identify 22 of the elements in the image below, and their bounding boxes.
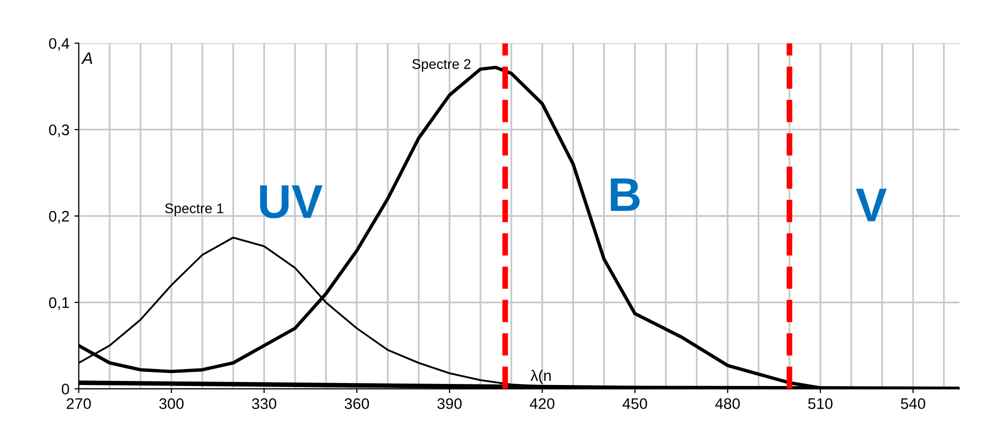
annotation: UV — [260, 185, 323, 218]
annotation: B — [610, 178, 640, 211]
series-label: Spectre 2 — [412, 59, 470, 72]
x-tick-label: 300 — [159, 398, 184, 410]
annotation: V — [856, 188, 887, 222]
x-tick-label: 540 — [900, 398, 926, 410]
x-tick-label: 480 — [715, 398, 740, 410]
y-tick-label: 0,2 — [49, 210, 69, 224]
x-tick-label: 420 — [530, 398, 554, 410]
x-tick-label: 360 — [344, 398, 369, 410]
x-tick-label: 390 — [437, 398, 462, 410]
y-tick-label: 0 — [62, 384, 70, 394]
y-tick-label: 0,1 — [49, 297, 69, 310]
y-axis-title: A — [81, 52, 92, 64]
x-tick-label: 270 — [66, 398, 91, 410]
y-tick-label: 0,3 — [49, 124, 70, 138]
x-tick-label: 510 — [808, 398, 832, 410]
x-tick-label: 330 — [252, 398, 276, 410]
y-tick-label: 0,4 — [49, 38, 70, 51]
x-axis-title: λ(n — [530, 370, 551, 384]
x-tick-label: 450 — [622, 398, 648, 410]
series-label: Spectre 1 — [165, 203, 224, 216]
